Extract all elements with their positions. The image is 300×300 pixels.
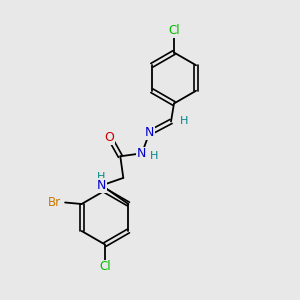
Text: H: H bbox=[97, 172, 105, 182]
Text: Cl: Cl bbox=[168, 24, 180, 38]
Text: N: N bbox=[145, 126, 154, 140]
Text: O: O bbox=[104, 131, 114, 144]
Text: H: H bbox=[179, 116, 188, 127]
Text: Cl: Cl bbox=[99, 260, 111, 274]
Text: Br: Br bbox=[47, 196, 61, 209]
Text: N: N bbox=[137, 147, 147, 161]
Text: H: H bbox=[150, 151, 159, 161]
Text: N: N bbox=[97, 179, 106, 192]
